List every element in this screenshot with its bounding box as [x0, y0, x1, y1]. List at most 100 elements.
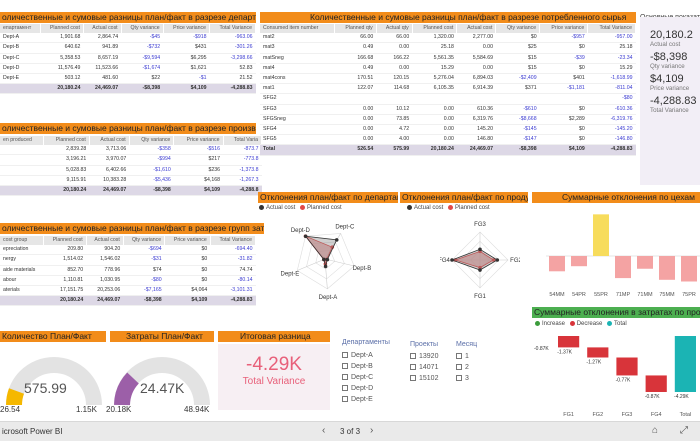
column-header[interactable]: Actual cost — [456, 24, 497, 34]
table-row[interactable]: Dept-D 11,576.49 11,523.66 -$1,674 $1,621 52.… — [0, 63, 256, 75]
column-header[interactable]: Planned cost — [43, 236, 87, 246]
next-page-icon[interactable]: › — [370, 425, 374, 436]
cost-gauge[interactable] — [108, 343, 216, 419]
column-header[interactable]: Consumed item number — [260, 24, 336, 34]
table-row[interactable]: 5,028.83 6,402.66 -$1,610 $236 -1,373.8 — [0, 165, 262, 176]
column-header[interactable]: Qty variance — [129, 136, 175, 146]
radar-point-actual[interactable] — [478, 268, 482, 272]
table-row[interactable]: SFG4 0.00 4.72 0.00 145.20 -$145 $0 -145.20 — [260, 124, 636, 136]
waterfall-bar-FG4[interactable] — [645, 375, 667, 392]
table-row[interactable]: 3,196.21 3,970.07 -$994 $217 -773.8 — [0, 154, 262, 166]
checkbox-icon[interactable] — [410, 375, 416, 382]
column-header[interactable]: Qty variance — [123, 236, 166, 246]
slicer-option[interactable]: 3 — [456, 375, 469, 382]
qty-gauge[interactable] — [0, 343, 108, 419]
column-header[interactable]: Actual cost — [89, 136, 130, 146]
checkbox-icon[interactable] — [342, 385, 348, 392]
table-row[interactable]: nergy 1,514.02 1,546.02 -$31 $0 -31.82 — [0, 254, 256, 266]
radar-point-actual[interactable] — [450, 258, 454, 262]
column-header[interactable]: Planned cost — [40, 24, 84, 34]
table-row[interactable]: 2,839.28 3,713.06 -$358 -$516 -873.7 — [0, 145, 262, 156]
table-row[interactable]: SFG5 0.00 4.00 0.00 146.80 -$147 $0 -146.80 — [260, 134, 636, 146]
checkbox-icon[interactable] — [342, 352, 348, 359]
column-header[interactable]: Actual cost — [86, 236, 124, 246]
slicer-option[interactable]: Dept-B — [342, 363, 373, 370]
table-row[interactable]: aterials 17,151.75 20,253.06 -$7,165 $4,064-… — [0, 285, 256, 297]
radar-point-actual[interactable] — [334, 238, 339, 242]
slicer-option[interactable]: 1 — [456, 353, 469, 360]
column-header[interactable]: cost group — [0, 236, 45, 246]
table-row[interactable]: mat4 0.49 0.00 15.29 0.00 $15 $0 15.29 — [260, 63, 636, 75]
waterfall-bar-FG3[interactable] — [616, 357, 638, 376]
column-header[interactable]: Price variance — [163, 24, 211, 34]
table-row[interactable]: Dept-C 5,358.53 8,657.19 -$9,594 $6,295 -3,29… — [0, 53, 256, 64]
bar-71MM[interactable] — [637, 256, 653, 269]
consumed-items-table[interactable]: Consumed item number Planned qty Actual qt… — [260, 24, 636, 188]
radar-point-actual[interactable] — [303, 234, 308, 239]
slicer-option[interactable]: 2 — [456, 364, 469, 371]
column-header[interactable]: Price variance — [539, 24, 589, 34]
checkbox-icon[interactable] — [342, 374, 348, 381]
bar-71MP[interactable] — [615, 256, 631, 279]
waterfall-bar-FG1[interactable] — [558, 336, 580, 348]
radar-point-actual[interactable] — [322, 257, 326, 262]
cost-group-table[interactable]: cost group Planned cost Actual cost Qty var… — [0, 236, 256, 320]
table-row[interactable]: SFG2 -$80 — [260, 93, 636, 105]
slicer-option[interactable]: Dept-A — [342, 352, 373, 359]
slicer-option[interactable]: 15102 — [410, 375, 438, 382]
share-icon[interactable]: ⌂ — [652, 425, 659, 436]
column-header[interactable]: Total Varia — [223, 136, 262, 146]
column-header[interactable]: Qty variance — [121, 24, 164, 34]
dept-radar-chart[interactable]: Dept-C Dept-B Dept-A Dept-E Dept-D — [270, 215, 390, 303]
column-header[interactable]: Price variance — [164, 236, 211, 246]
table-row[interactable]: Dept-B 640.62 941.89 -$732 $431 -301.26 — [0, 42, 256, 54]
dept-table[interactable]: епартамент Planned cost Actual cost Qty var… — [0, 24, 256, 116]
bar-75PR[interactable] — [681, 256, 697, 282]
slicer-option[interactable]: Dept-C — [342, 374, 373, 381]
waterfall-chart[interactable]: -1.37K FG1 -1.27K FG2 -0.77K FG3 -0.87K FG4 -4.2… — [532, 330, 700, 420]
table-row[interactable]: epreciation 209.80 904.20 -$694 $0 -694.40 — [0, 245, 256, 256]
bar-54MM[interactable] — [549, 256, 565, 272]
checkbox-icon[interactable] — [342, 363, 348, 370]
fullscreen-icon[interactable]: ⤢ — [680, 425, 688, 436]
product-radar-chart[interactable]: FG3 FG2 FG1 FG4 — [440, 218, 520, 300]
column-header[interactable]: епартамент — [0, 24, 41, 34]
radar-point-actual[interactable] — [478, 247, 482, 252]
column-header[interactable]: Total Variance — [209, 24, 256, 34]
checkbox-icon[interactable] — [342, 396, 348, 403]
bar-55PR[interactable] — [593, 214, 609, 256]
radar-point-actual[interactable] — [323, 264, 328, 269]
table-row[interactable]: mat3 0.49 0.00 25.18 0.00 $25 $0 25.18 — [260, 42, 636, 54]
table-row[interactable]: mat1 122.07 114.68 6,105.35 6,914.39 $371 -$1,… — [260, 83, 636, 95]
slicer-option[interactable]: 13920 — [410, 353, 438, 360]
checkbox-icon[interactable] — [456, 353, 462, 360]
column-header[interactable]: Price variance — [173, 136, 224, 146]
table-row[interactable]: Dept-E 503.12 481.60 $22 -$1 21.52 — [0, 73, 256, 85]
table-row[interactable]: mat2 66.00 66.00 1,320.00 2,277.00 $0 -$957 -95… — [260, 33, 636, 44]
product-table[interactable]: en produced Planned cost Actual cost Qty va… — [0, 136, 262, 212]
table-row[interactable]: matSneg 166.68 166.22 5,561.35 5,584.69 $15 -$… — [260, 53, 636, 64]
column-header[interactable]: Total Variance — [210, 236, 256, 246]
table-row[interactable]: mat4cons 170.51 120.15 5,276.04 6,894.03 -$2,… — [260, 73, 636, 85]
slicer-option[interactable]: 14071 — [410, 364, 438, 371]
table-row[interactable]: Dept-A 1,901.68 2,864.74 -$45 -$918 -963.06 — [0, 33, 256, 44]
bar-75MM[interactable] — [659, 256, 675, 280]
checkbox-icon[interactable] — [456, 364, 462, 371]
checkbox-icon[interactable] — [410, 364, 416, 371]
table-row[interactable]: aide materials 852.70 778.96 $74 $0 74.74 — [0, 265, 256, 276]
column-header[interactable]: Qty variance — [495, 24, 541, 34]
checkbox-icon[interactable] — [456, 375, 462, 382]
column-header[interactable]: Planned cost — [43, 136, 90, 146]
column-header[interactable]: Actual cost — [83, 24, 122, 34]
column-header[interactable]: en produced — [0, 136, 45, 146]
table-row[interactable]: SFG3 0.00 10.12 0.00 610.36 -$610 $0 -610.36 — [260, 104, 636, 115]
waterfall-bar-Total[interactable] — [674, 336, 696, 392]
table-row[interactable]: abour 1,110.81 1,030.95 -$80 $0 -80.14 — [0, 275, 256, 287]
bar-54PR[interactable] — [571, 256, 587, 267]
brand-link[interactable]: icrosoft Power BI — [2, 427, 63, 436]
slicer-option[interactable]: Dept-D — [342, 385, 373, 392]
table-row[interactable]: SFGSneg 0.00 73.85 0.00 6,319.76 -$8,668 $2,28… — [260, 114, 636, 126]
column-header[interactable]: Actual qty — [376, 24, 413, 34]
radar-point-planned[interactable] — [491, 258, 496, 262]
column-header[interactable]: Total Variance — [587, 24, 636, 34]
